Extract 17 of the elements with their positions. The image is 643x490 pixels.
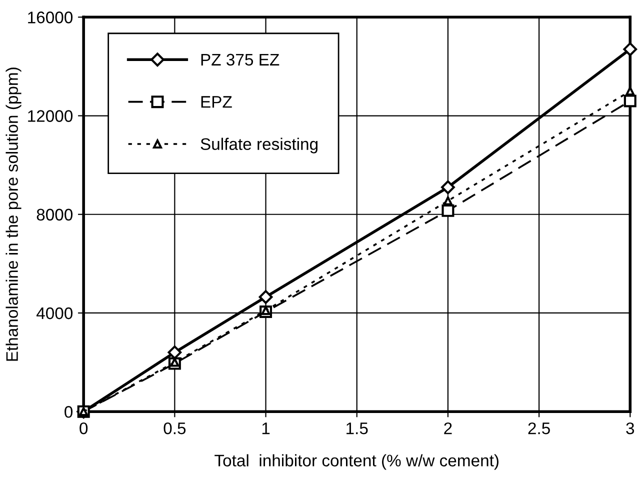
legend-label: EPZ <box>201 96 232 108</box>
x-tick-label: 1.5 <box>346 422 368 434</box>
x-tick-label: 0 <box>80 422 88 434</box>
x-tick-label: 2 <box>444 422 452 434</box>
x-tick-label: 3 <box>626 422 634 434</box>
x-axis-title: Total inhibitor content (% w/w cement) <box>214 454 498 470</box>
x-tick-label: 2.5 <box>528 422 550 434</box>
y-tick-label: 4000 <box>36 307 73 320</box>
y-tick-label: 16000 <box>28 12 73 24</box>
legend-label: Sulfate resisting <box>200 138 318 154</box>
y-tick-label: 0 <box>64 406 73 418</box>
x-tick-label: 0.5 <box>164 422 186 434</box>
y-tick-label: 8000 <box>36 208 73 221</box>
legend-label: PZ 375 EZ <box>201 54 280 66</box>
y-axis-title: Ethanolamine in the pore solution (ppm) <box>6 68 22 361</box>
y-tick-label: 12000 <box>28 110 73 122</box>
x-tick-label: 1 <box>262 422 270 434</box>
